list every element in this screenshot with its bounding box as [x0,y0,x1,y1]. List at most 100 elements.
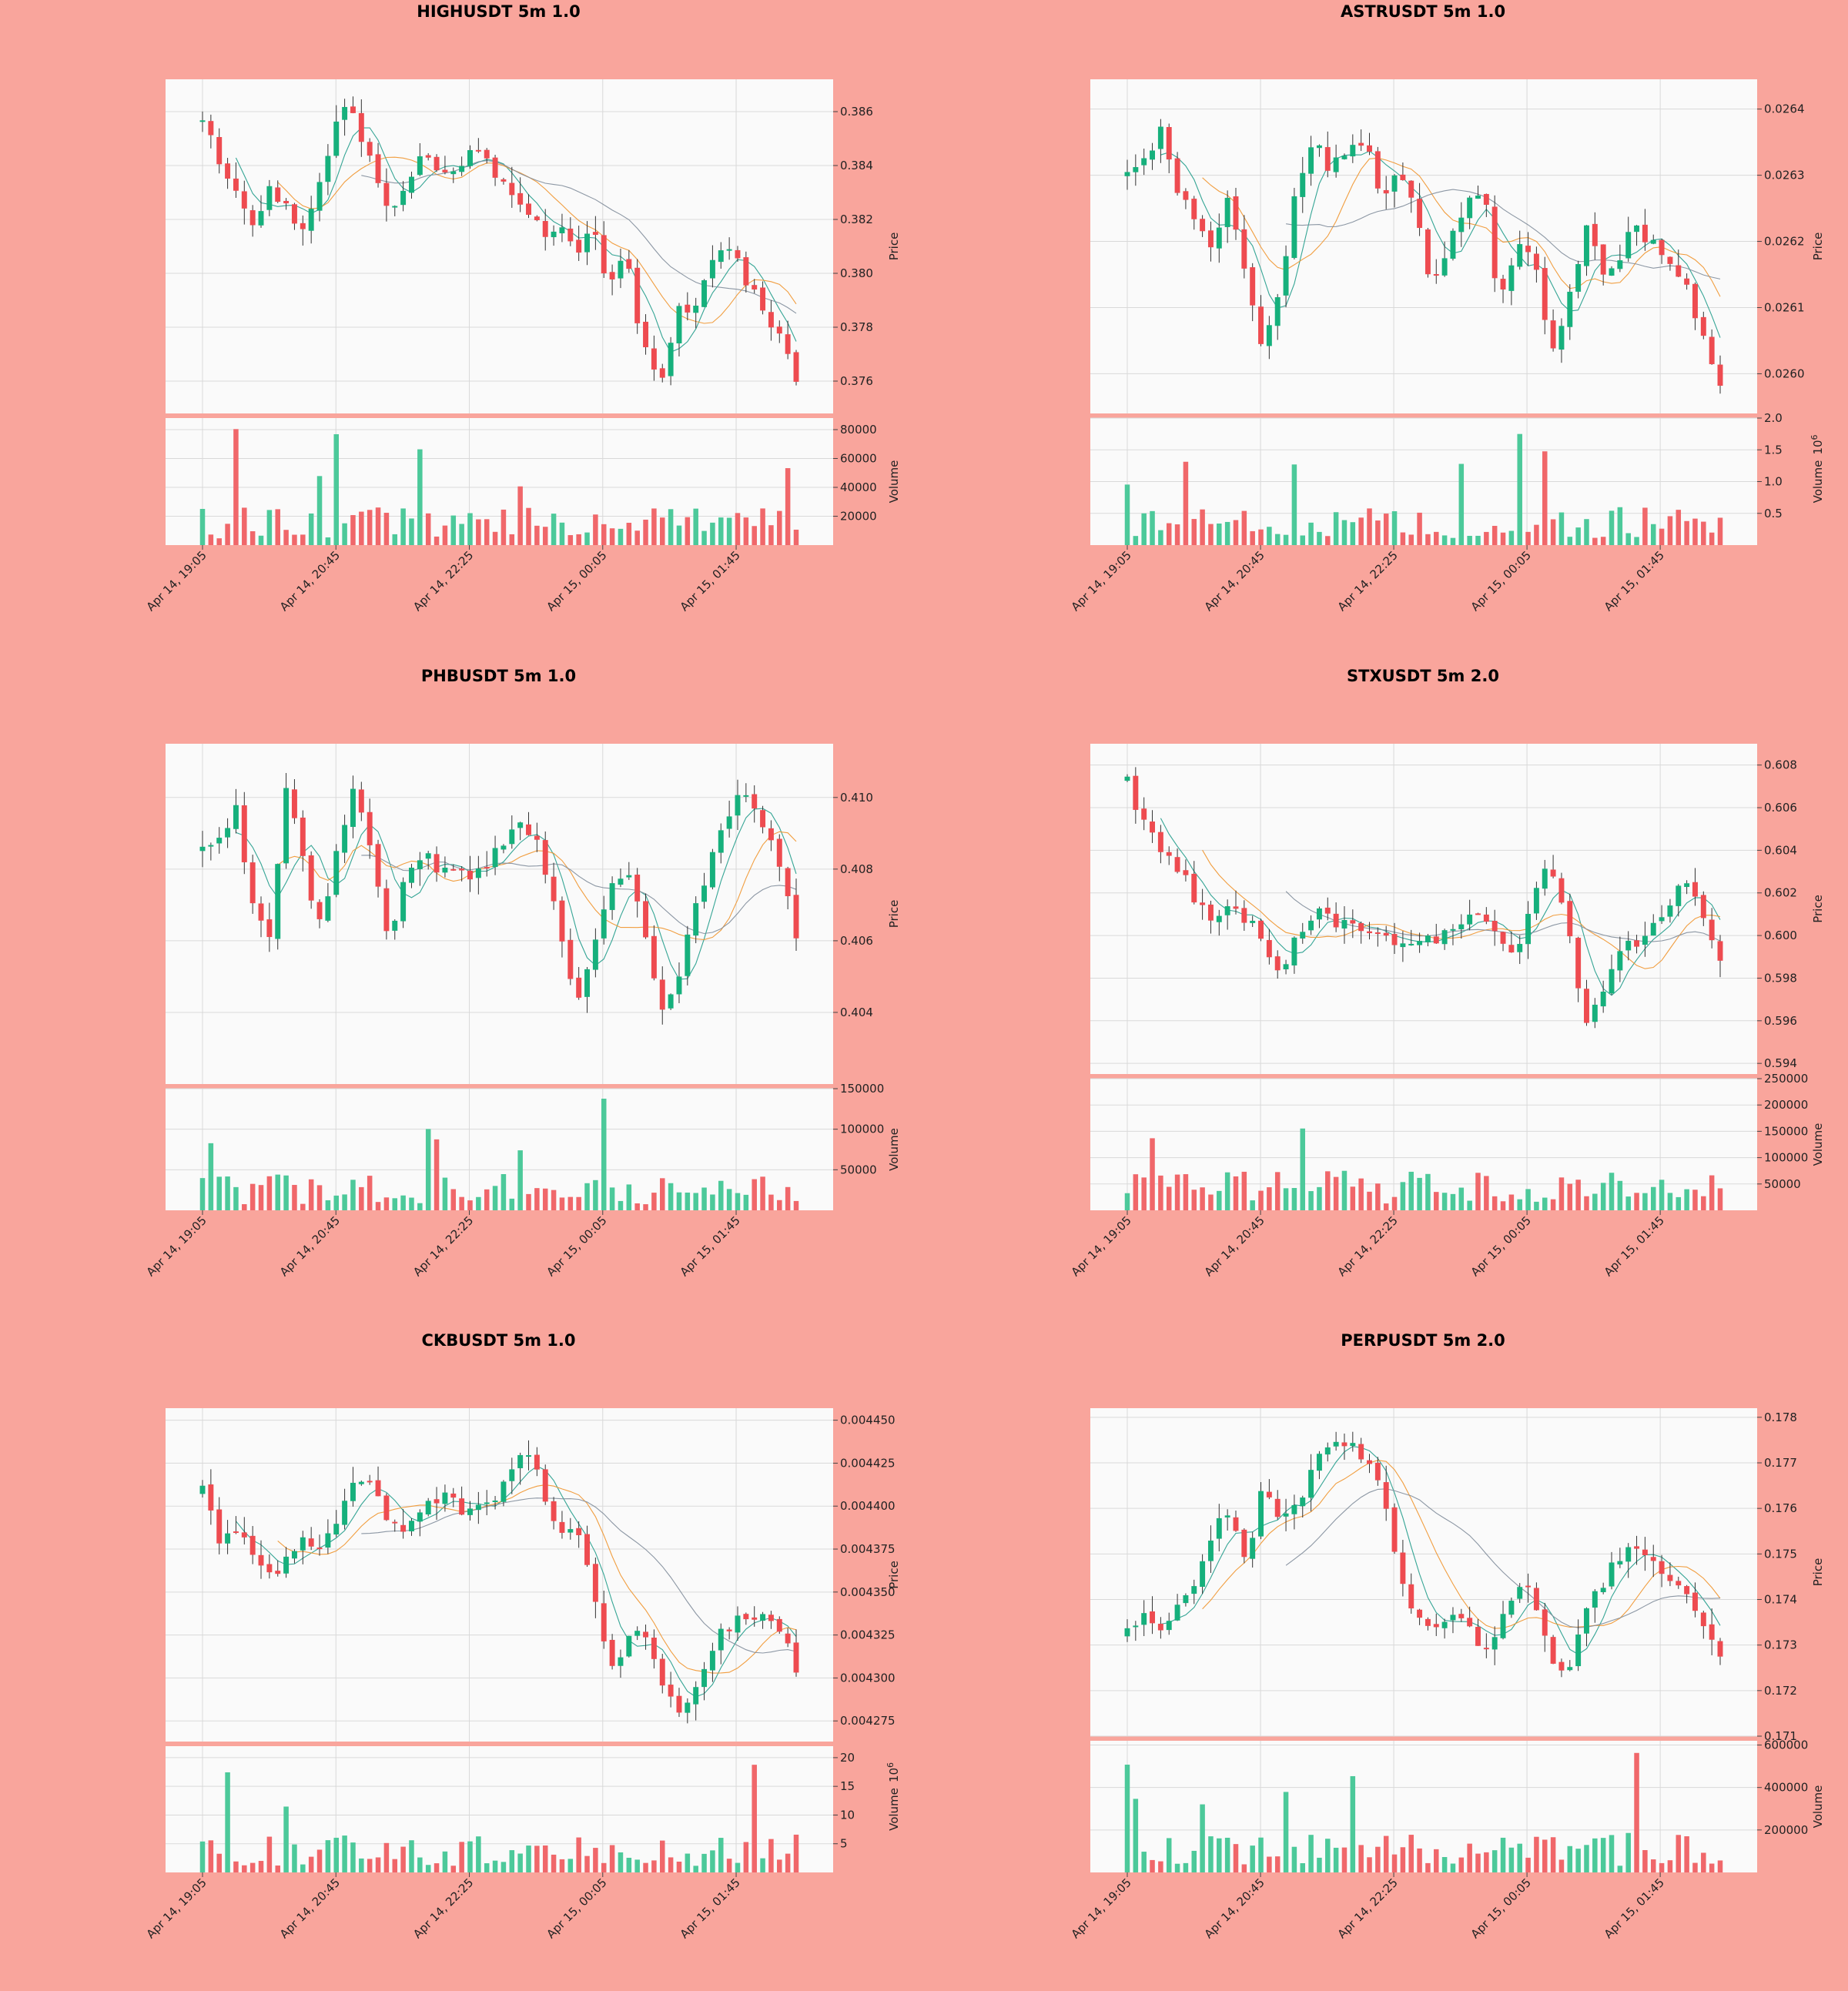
candle-body [241,1532,247,1538]
candle-body [1617,1561,1623,1565]
volume-tick-label: 2.0 [1764,411,1783,425]
candle-body [709,259,715,279]
candle-body [1617,260,1623,269]
candle-body [233,178,239,191]
candle-body [375,844,381,887]
volume-bar [509,534,515,545]
price-tick-label: 0.608 [1764,758,1797,772]
volume-bar [292,1844,297,1872]
candle-body [1692,283,1698,319]
volume-bar [726,517,732,545]
price-tick-label: 0.0263 [1764,169,1805,182]
volume-bar [1609,510,1615,545]
volume-bar [718,1838,724,1872]
moving-average-line [361,1497,797,1654]
volume-bar [1400,532,1406,545]
volume-bar [434,536,440,545]
candle-body [434,156,440,171]
volume-bar [375,1857,381,1872]
volume-bar [1450,537,1456,545]
candle-body [693,903,699,936]
volume-bar [1383,1835,1389,1872]
candle-body [333,121,340,156]
candle-body [325,156,331,182]
candle-body [400,1524,407,1532]
volume-bar [1508,1847,1515,1872]
volume-bar [1676,1196,1682,1210]
price-tick-label: 0.596 [1764,1014,1797,1028]
volume-bar [701,530,707,545]
volume-bar [517,486,523,545]
volume-bar [1208,1194,1214,1210]
candle-body [1700,1612,1706,1627]
price-tick-label: 0.406 [840,934,873,948]
volume-bar [1592,1838,1598,1872]
volume-bar [1233,1176,1239,1210]
candle-body [1274,297,1281,326]
volume-bar [1567,1183,1573,1210]
candle-body [1659,917,1665,922]
volume-bar [1283,1188,1289,1210]
candle-body [559,227,565,234]
volume-tick-label: 1.0 [1764,475,1783,489]
candle-body [1467,197,1473,219]
candle-body [1241,229,1247,269]
volume-bar [718,517,724,545]
volume-bar [1250,1845,1255,1872]
volume-bar [1200,509,1205,545]
candle-body [1324,1447,1331,1455]
volume-bar [743,517,749,545]
volume-bar [1267,1187,1272,1210]
volume-bar [1183,461,1189,545]
volume-bar [1358,1178,1364,1210]
volume-bar [1341,1170,1348,1210]
candle-body [1525,914,1532,945]
candle-body [1709,919,1715,941]
volume-bar [1341,1847,1348,1872]
volume-bar [1525,1189,1531,1210]
volume-bar [1467,535,1472,545]
candle-body [668,994,674,1009]
candle-body [1600,991,1606,1007]
candle-body [768,828,774,841]
candle-body [1183,870,1189,875]
candle-body [609,1639,615,1666]
volume-bar [1441,535,1448,545]
volume-bar [1534,1201,1539,1210]
volume-bar [1600,1838,1606,1872]
candle-body [1592,1591,1598,1608]
candle-body [1417,199,1423,229]
volume-bar [1350,522,1356,545]
volume-bar [400,1195,406,1210]
candle-body [459,868,465,871]
volume-bar [1174,524,1180,545]
volume-bar [760,1858,765,1872]
candle-body [249,862,256,904]
volume-bar [1241,510,1247,545]
candle-body [500,1481,507,1502]
volume-bar [676,525,682,545]
candle-body [475,149,481,152]
volume-bar [1475,1853,1481,1872]
candle-body [1350,920,1356,924]
volume-bar [1558,512,1565,545]
volume-bar [1525,531,1531,545]
volume-bar [559,1197,565,1210]
volume-bar [567,1196,574,1210]
volume-bar [1350,1775,1356,1872]
price-axis-label: Price [887,233,901,261]
volume-bar [768,525,774,545]
volume-bar [350,515,356,545]
candle-body [1207,1541,1214,1561]
price-tick-label: 0.376 [840,374,873,388]
candle-body [1709,1624,1715,1640]
candle-body [442,169,448,172]
candle-body [383,888,390,932]
candle-body [1150,150,1156,160]
volume-bar [542,1188,548,1210]
volume-bar [651,1193,657,1210]
price-tick-label: 0.386 [840,105,873,119]
volume-bar [283,530,289,545]
volume-bar [1258,1190,1264,1210]
